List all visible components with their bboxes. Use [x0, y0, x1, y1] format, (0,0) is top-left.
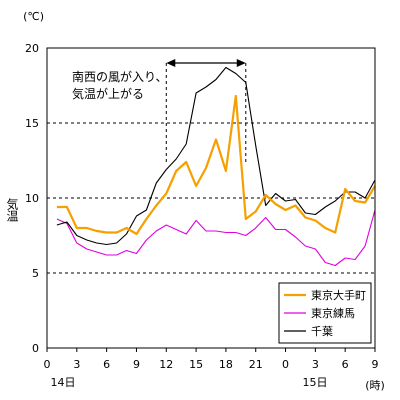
y-tick-label: 10	[25, 192, 39, 205]
y-tick-label: 5	[32, 267, 39, 280]
x-tick-label: 3	[312, 358, 319, 371]
x-tick-label: 12	[159, 358, 173, 371]
plot-frame	[46, 47, 376, 349]
y-tick-label: 20	[25, 42, 39, 55]
y-tick-labels: 0 5 10 15 20	[25, 42, 39, 355]
legend-label-0: 東京大手町	[311, 288, 366, 302]
y-axis-title: 気温	[5, 197, 19, 222]
x-tick-label: 9	[372, 358, 379, 371]
x-tick-label: 6	[103, 358, 110, 371]
y-unit-label: (℃)	[23, 10, 44, 23]
x-tick-label: 21	[249, 358, 263, 371]
x-tick-labels: 0 3 6 9 12 15 18 21 0 3 6 9	[44, 348, 379, 371]
annotation-text-line-2: 気温が上がる	[72, 86, 144, 101]
x-tick-label: 0	[282, 358, 289, 371]
y-tick-label: 15	[25, 117, 39, 130]
annotation-arrowhead-right	[236, 59, 246, 67]
series-line-0	[56, 94, 376, 236]
legend-label-2: 千葉	[311, 324, 333, 338]
legend-label-1: 東京練馬	[311, 306, 355, 320]
grid-lines	[47, 122, 375, 274]
annotation: 南西の風が入り、 気温が上がる	[72, 59, 247, 165]
x-tick-label: 18	[219, 358, 233, 371]
x-tick-label: 6	[342, 358, 349, 371]
day-label-14: 14日	[51, 376, 76, 389]
y-tick-label: 0	[32, 342, 39, 355]
x-unit-label: (時)	[365, 379, 385, 392]
series-lines	[56, 66, 376, 267]
x-tick-label: 3	[73, 358, 80, 371]
day-label-15: 15日	[303, 376, 328, 389]
series-line-2	[56, 66, 376, 246]
x-tick-label: 0	[44, 358, 51, 371]
annotation-text-line-1: 南西の風が入り、	[72, 69, 168, 84]
annotation-arrowhead-left	[166, 59, 176, 67]
x-tick-label: 15	[189, 358, 203, 371]
x-tick-label: 9	[133, 358, 140, 371]
series-line-1	[56, 209, 376, 267]
